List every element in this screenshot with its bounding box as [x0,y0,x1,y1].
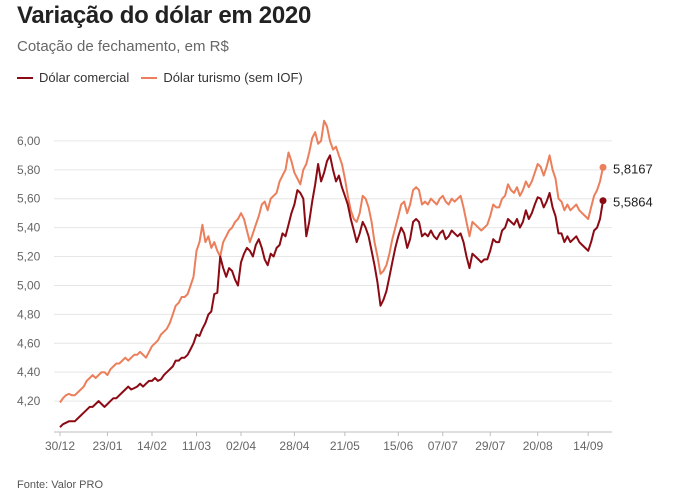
series-line-turismo [59,119,604,404]
legend-swatch-comercial [17,76,33,79]
legend: Dólar comercial Dólar turismo (sem IOF) [17,70,303,85]
y-tick-label: 5,80 [17,163,41,177]
y-tick-label: 4,40 [17,365,41,379]
x-tick-label: 21/05 [330,439,360,453]
end-point-turismo [599,163,607,171]
x-tick-label: 20/08 [523,439,553,453]
x-tick-label: 15/06 [383,439,413,453]
x-tick-label: 29/07 [475,439,505,453]
x-tick-label: 23/01 [92,439,122,453]
end-label-comercial: 5,5864 [613,195,653,210]
chart-subtitle: Cotação de fechamento, em R$ [17,38,229,55]
y-tick-label: 4,60 [17,336,41,350]
x-tick-label: 11/03 [182,439,211,453]
y-tick-label: 5,40 [17,221,41,235]
legend-item-comercial: Dólar comercial [17,70,129,85]
x-tick-label: 07/07 [428,439,458,453]
x-tick-label: 02/04 [226,439,256,453]
x-tick-label: 28/04 [279,439,309,453]
end-label-turismo: 5,8167 [613,161,653,176]
y-tick-label: 6,00 [17,134,41,148]
y-tick-label: 5,60 [17,192,41,206]
source-note: Fonte: Valor PRO [17,479,103,491]
y-tick-label: 4,20 [17,394,41,408]
chart-title: Variação do dólar em 2020 [17,2,311,29]
x-tick-label: 30/12 [45,439,75,453]
end-point-comercial [599,197,607,205]
y-tick-label: 5,00 [17,278,41,292]
legend-label-turismo: Dólar turismo (sem IOF) [163,70,303,85]
legend-label-comercial: Dólar comercial [39,70,130,85]
legend-swatch-turismo [141,76,158,79]
y-tick-label: 4,80 [17,307,41,321]
x-tick-label: 14/02 [137,439,167,453]
y-tick-label: 5,20 [17,250,41,264]
x-tick-label: 14/09 [573,439,603,453]
series-line-comercial [59,154,604,428]
legend-item-turismo: Dólar turismo (sem IOF) [141,70,303,85]
